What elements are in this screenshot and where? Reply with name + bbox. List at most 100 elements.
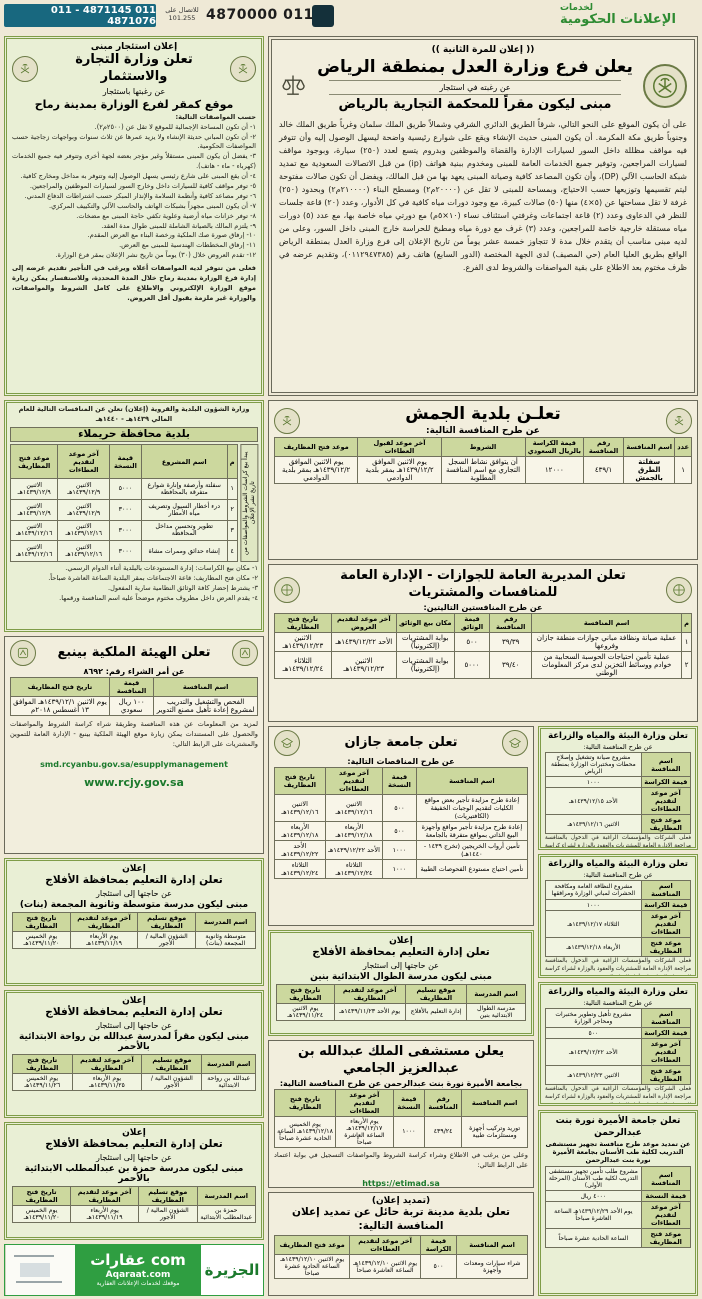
table-row: ١ سفلتة وأرصفة وإنارة شوارع متفرقة بالمح… [9, 477, 238, 500]
main-phone-text: 011 4870000 [206, 7, 314, 23]
table-cell: يوم الخميس ١٤٣٩/١١/٢٠هـ [11, 1204, 72, 1223]
table-cell: تأمين احتياج مستودع الفحوصات الطبية [415, 859, 529, 879]
table-row: إعادة طرح مزايدة تأجير مواقع وأجهزة البي… [274, 821, 529, 841]
table-cell: ٥٠٠٠ [453, 650, 491, 679]
table-header-cell: موعد فتح المظاريف [273, 1235, 351, 1256]
table-header-cell: اسم المنافسة [531, 612, 683, 633]
municipality-emblem-icon [274, 407, 300, 434]
passports-emblem-icon [666, 577, 692, 604]
table-cell: يوم الاثنين ١٤٣٩/١١/٢٤هـ [276, 1002, 335, 1021]
hospital-announcement: يعلن مستشفى الملك عبدالله بن عبدالعزيز ا… [268, 1040, 534, 1188]
table-cell: الثلاثاء ١٤٣٩/١٢/٢٤هـ [274, 859, 326, 879]
table-header-cell: آخر موعد لتقديم العطاءات [349, 1235, 421, 1256]
table-cell: ٤٠٠٠ ريال [545, 1190, 642, 1203]
table-header-cell: آخر موعد لتقديم المظاريف [71, 1053, 143, 1074]
commerce-item: ٤- أن يقع المبنى على شارع رئيسي يسهل الو… [20, 172, 256, 181]
env-footer: فعلى الشركات والمؤسسات الراغبة في الدخول… [545, 835, 691, 850]
table-cell: الأربعاء ١٤٣٩/١٢/١٨هـ [274, 821, 326, 841]
main-phone: 011 4870000 [206, 7, 314, 23]
turabah-title: تعلن بلدية مدينة تربة حائل عن تمديد إعلا… [292, 1206, 510, 1232]
table-cell: ٤٣٩/١ [583, 456, 625, 485]
table-cell: ١٠٠٠ [545, 776, 642, 789]
yanbu-footer: لمزيد من المعلومات عن هذه المنافسة وطريق… [10, 720, 258, 748]
table-row: توريد وتركيب أجهزة ومستلزمات طبية ٤٣٩/٢٤… [273, 1115, 528, 1148]
aflaj-announcement-1: إعلان تعلن إدارة التعليم بمحافظة الأفلاج… [4, 858, 264, 986]
table-cell: ١ [681, 631, 692, 652]
commerce-item: ١١- إرفاق المخططات الهندسية للمبنى مع ال… [119, 241, 256, 250]
moj-headline: مبنى ليكون مقراً للمحكمة التجارية بالريا… [338, 97, 612, 113]
jawazat-announcement: تعلن المديرية العامة للجوازات - الإدارة … [268, 564, 698, 722]
table-cell: الأربعاء ١٤٣٩/١٢/١٨هـ [324, 821, 384, 841]
aqaraat-site-en[interactable]: Aqaraat.com [105, 1269, 171, 1280]
table-cell: الاثنين ١٤٣٩/١٢/١٦هـ [324, 794, 384, 822]
table-header-cell: موقع تسليم المظاريف [138, 1185, 198, 1206]
huraymila-ministry-line: وزارة الشؤون البلدية والقروية (إعلان) تع… [18, 405, 250, 423]
table-header-cell: اسم المدرسة [201, 1053, 256, 1074]
table-cell: الاثنين ١٤٣٩/١٢/١٦هـ [57, 540, 111, 563]
table-header-cell: اسم المنافسة [640, 752, 692, 778]
commerce-item: ١٠- إرفاق صورة صك الملكية ورخصة البناء م… [87, 231, 256, 240]
table-cell: ٣٩/٤٠ [489, 650, 533, 679]
yanbu-title: تعلن الهيئة الملكية بينبع [57, 644, 211, 660]
aflaj-title: تعلن إدارة التعليم بمحافظة الأفلاج [45, 1138, 223, 1150]
table-header-cell: تاريخ فتح المظاريف [274, 767, 326, 795]
table-cell: إعادة طرح مزايدة تأجير مواقع وأجهزة البي… [415, 821, 529, 841]
table-header-cell: اسم المدرسة [196, 1185, 257, 1206]
env-table: اسم المنافسة مشروع صيانة وتشغيل وإصلاح مح… [545, 752, 692, 835]
table-cell: الاثنين ١٤٣٩/١٢/٩هـ [57, 477, 111, 500]
commerce-item: ٢- أن تكون المباني حديثة الإنشاء ولا يزي… [12, 132, 256, 151]
table-header-cell: قيمة الكراسة [640, 776, 692, 789]
table-cell: ١٠٠٠ [382, 840, 417, 860]
jumash-table: عدد اسم المنافسة رقم المنافسة قيمة الكرا… [273, 437, 692, 485]
yanbu-procurement-link[interactable]: smd.rcyanbu.gov.sa/esupplymanagement [40, 759, 228, 769]
aflaj-sub: عن حاجتها إلى استئجار [363, 960, 439, 970]
yanbu-table: اسم المنافسة قيمة المنافسة تاريخ فتح الم… [10, 677, 258, 716]
table-header-cell: اسم المنافسة [461, 1088, 528, 1117]
huraymila-note: ٣- يشترط إحضار كافة الوثائق النظامية سار… [108, 584, 258, 593]
turabah-tag: (تمديد إعلان) [371, 1196, 431, 1206]
yanbu-website-link[interactable]: www.rcjy.gov.sa [84, 775, 184, 789]
service-title-line1: لخدمات [560, 3, 594, 13]
table-cell: الاثنين ١٤٣٩/١٢/٢٣هـ [545, 1065, 642, 1086]
table-cell: ٢ [681, 650, 692, 679]
aflaj-table: اسم المدرسة موقع تسليم المظاريف آخر موعد… [12, 1053, 256, 1091]
table-cell: الشؤون المالية / الأجور [137, 930, 197, 949]
table-cell: الساعة الحادية عشرة صباحاً [545, 1228, 642, 1249]
commerce-item: ٩- يلتزم المالك بالصيانة الشاملة للمبنى … [101, 221, 256, 230]
aflaj-headline: مبنى ليكون مدرسة الطوال الابتدائية بنين [310, 971, 492, 982]
table-header-cell: تاريخ فتح المظاريف [12, 1053, 73, 1074]
table-header-cell: موقع تسليم المظاريف [141, 1053, 203, 1074]
moj-tag: (( إعلان للمرة الثانية )) [431, 45, 535, 55]
jumash-title: تعلـن بلدية الجمش [405, 404, 561, 424]
table-cell: يوم الأحد ١٤٣٩/١١/٢٣هـ [333, 1002, 406, 1021]
extension-text: 101.255 [168, 14, 196, 23]
etimad-link[interactable]: https://etimad.sa [362, 1178, 440, 1188]
table-row: تأمين أرواب الخريجين (تخرج ١٤٣٩ - ١٤٤٠هـ… [274, 840, 529, 860]
aflaj-sub: عن حاجتها إلى استئجار [96, 888, 172, 898]
aflaj-headline: مبنى ليكون مدرسة متوسطة وثانوية المجمعة … [19, 899, 249, 910]
table-row: عبدالله بن رواحة الابتدائية الشؤون المال… [12, 1072, 256, 1091]
aqaraat-ad-banner[interactable]: عقارات com Aqaraat.com موقعك لخدمات الإع… [4, 1244, 264, 1296]
table-row: شراء سيارات ومعدات وأجهزة ٥٠٠ يوم الاثني… [273, 1254, 528, 1280]
table-header-cell: اسم المنافسة [623, 437, 676, 458]
table-header-cell: قيمة الكراسة [640, 1027, 692, 1040]
table-cell: الشؤون المالية / الأجور [138, 1204, 198, 1223]
table-cell: ٣٠٠٠ [109, 498, 142, 521]
table-cell: يوم الخميس ١٤٣٩/١١/٢٦هـ [12, 1072, 73, 1091]
aflaj-table: اسم المدرسة موقع تسليم المظاريف آخر موعد… [11, 1185, 257, 1223]
table-header-cell: م [681, 612, 692, 633]
moj-announcement: (( إعلان للمرة الثانية )) يعلن فرع وزارة… [268, 36, 698, 396]
table-cell: الاثنين ١٤٣٩/١٢/١٦هـ [57, 519, 111, 542]
aflaj-announcement-2: إعلان تعلن إدارة التعليم بمحافظة الأفلاج… [4, 990, 264, 1118]
aqaraat-brand-block[interactable]: عقارات com Aqaraat.com موقعك لخدمات الإع… [75, 1245, 201, 1295]
nourah-announcement: تعلن جامعة الأميرة نورة بنت عبدالرحمن عن… [538, 1110, 698, 1296]
announcement-tag: إعلان [122, 1128, 146, 1138]
commerce-item: ٣- يفضل أن يكون المبنى مستقلاً وغير مؤجر… [12, 152, 256, 171]
commerce-item: ١٢- تقدم العروض خلال (٣٠) يوماً من تاريخ… [55, 251, 256, 260]
table-header-cell: قيمة النسخة [109, 444, 142, 479]
table-header-cell: موعد فتح المظاريف [9, 444, 59, 479]
table-header-cell: آخر موعد لتقديم العطاءات [640, 1038, 692, 1067]
aqaraat-site-ar[interactable]: عقارات com [90, 1251, 186, 1270]
table-cell: ٥٠٠ [382, 794, 417, 822]
